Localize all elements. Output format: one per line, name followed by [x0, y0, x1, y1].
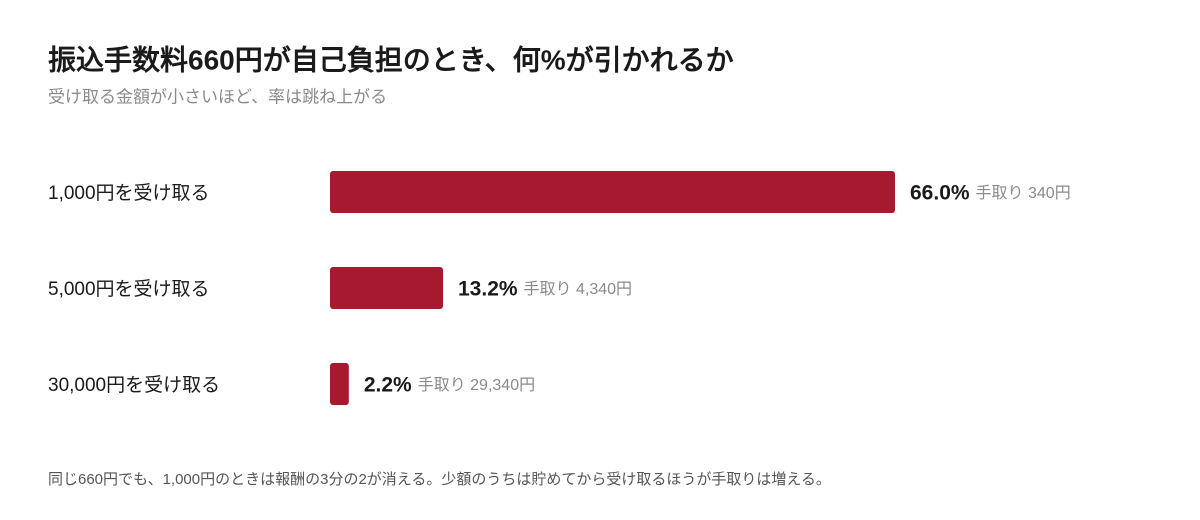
value-label: 13.2%	[458, 278, 518, 301]
bar	[330, 267, 443, 309]
bar	[330, 363, 349, 405]
footnote: 同じ660円でも、1,000円のときは報酬の3分の2が消える。少額のうちは貯めて…	[48, 471, 831, 488]
category-label: 30,000円を受け取る	[48, 374, 220, 396]
chart-title: 振込手数料660円が自己負担のとき、何%が引かれるか	[48, 43, 734, 75]
value-label: 66.0%	[910, 182, 970, 205]
chart-subtitle: 受け取る金額が小さいほど、率は跳ね上がる	[48, 87, 387, 106]
category-label: 1,000円を受け取る	[48, 182, 210, 204]
value-label: 2.2%	[364, 374, 412, 397]
category-label: 5,000円を受け取る	[48, 278, 210, 300]
bar	[330, 171, 895, 213]
net-label: 手取り 4,340円	[524, 280, 633, 298]
net-label: 手取り 340円	[976, 184, 1071, 202]
net-label: 手取り 29,340円	[418, 376, 535, 394]
